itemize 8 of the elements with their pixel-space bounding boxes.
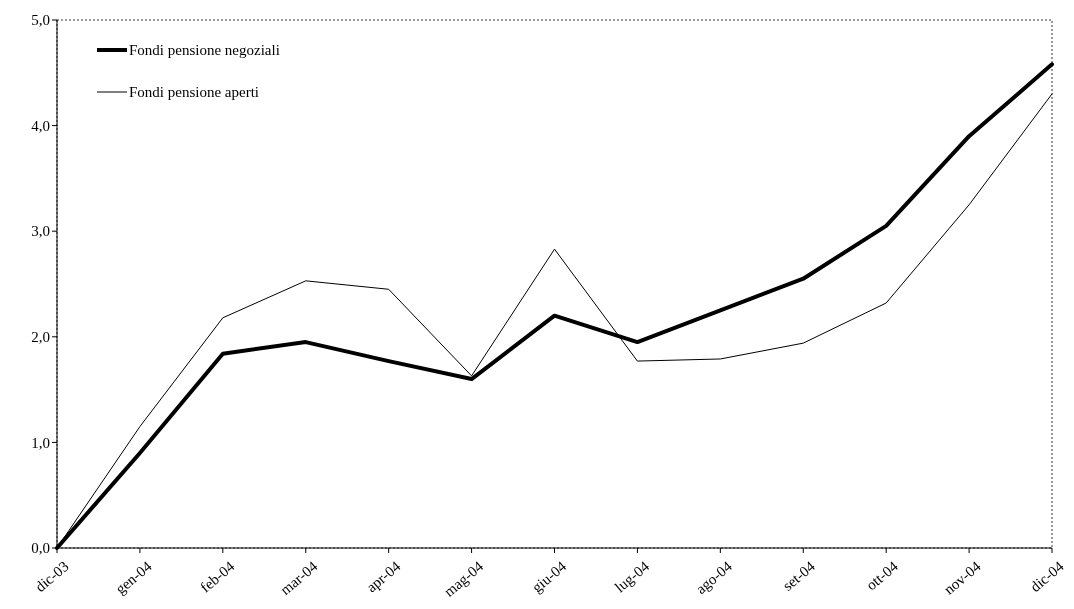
y-tick-label: 5,0: [31, 12, 50, 29]
legend-label: Fondi pensione aperti: [129, 84, 259, 101]
y-tick-label: 1,0: [31, 434, 50, 451]
legend-label: Fondi pensione negoziali: [129, 42, 280, 59]
y-tick-label: 2,0: [31, 329, 50, 346]
y-tick-label: 3,0: [31, 223, 50, 240]
y-tick-label: 0,0: [31, 540, 50, 557]
y-tick-label: 4,0: [31, 117, 50, 134]
